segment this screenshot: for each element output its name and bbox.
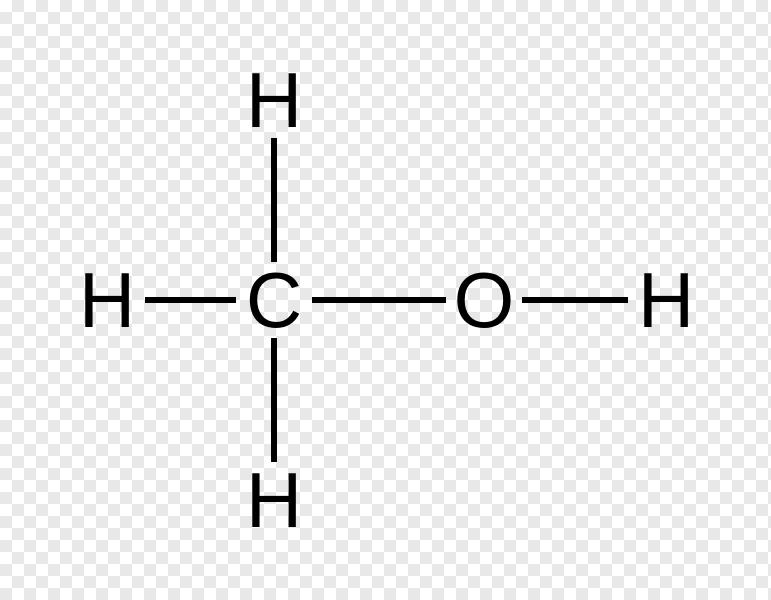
bond-O-right-H-right [522, 297, 628, 303]
atom-C-center: C [246, 261, 302, 339]
bond-C-center-H-top [271, 138, 277, 262]
atom-H-left: H [79, 261, 135, 339]
atom-H-top: H [246, 61, 302, 139]
atom-H-right: H [638, 261, 694, 339]
bond-C-center-H-bottom [271, 338, 277, 462]
bond-H-left-C-center [145, 297, 236, 303]
atom-H-bottom: H [246, 461, 302, 539]
bond-C-center-O-right [312, 297, 446, 303]
atom-O-right: O [454, 261, 515, 339]
